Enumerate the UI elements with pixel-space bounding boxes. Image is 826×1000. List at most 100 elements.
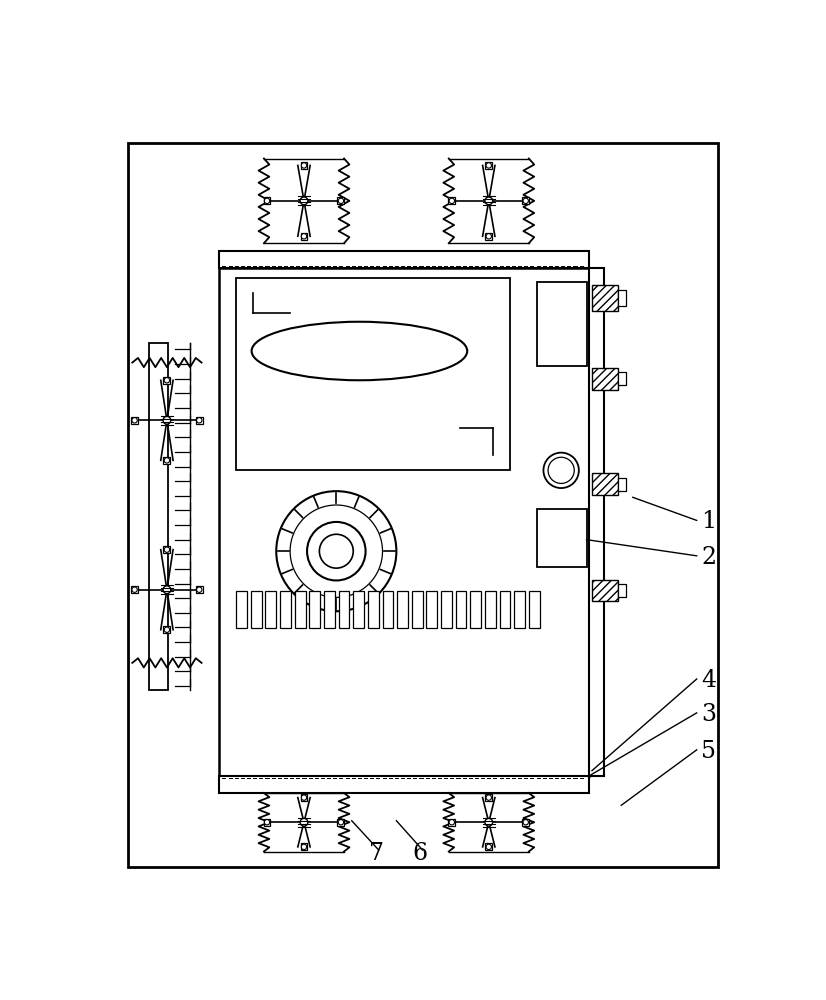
Circle shape [132,587,137,592]
Circle shape [290,505,382,597]
Bar [449,197,455,204]
Bar [280,591,291,628]
Bar [324,591,335,628]
Bar [301,233,307,240]
Bar [592,368,618,389]
Bar [441,591,452,628]
Bar [301,843,307,850]
Bar [486,233,492,240]
Circle shape [301,163,306,168]
Bar [449,819,455,826]
Bar [196,586,202,593]
Bar [412,591,423,628]
Bar [131,586,138,593]
Bar [338,197,344,204]
Bar [537,282,586,366]
Circle shape [486,795,491,800]
Circle shape [548,457,574,483]
Bar [486,794,492,801]
Text: 5: 5 [701,740,716,763]
Circle shape [164,458,169,463]
Bar [592,473,618,495]
Bar [618,290,626,306]
Circle shape [264,820,270,825]
Text: 1: 1 [701,510,716,533]
Bar [150,343,168,690]
Circle shape [523,820,529,825]
Circle shape [276,491,396,611]
Circle shape [544,453,579,488]
Circle shape [485,818,492,826]
Bar [589,268,605,776]
Bar [263,819,270,826]
Text: 4: 4 [701,669,716,692]
Circle shape [485,197,492,205]
Bar [529,591,539,628]
Bar [164,546,170,553]
Bar [485,591,496,628]
Bar [522,197,529,204]
Bar [592,580,618,601]
Circle shape [486,163,491,168]
Bar [219,251,589,268]
Bar [618,584,626,597]
Circle shape [338,820,344,825]
Circle shape [301,795,306,800]
Text: 3: 3 [701,703,716,726]
Bar [486,162,492,169]
Bar [592,285,618,311]
Bar [236,591,247,628]
Bar [618,372,626,385]
Circle shape [301,234,306,239]
Circle shape [307,522,366,580]
Bar [618,478,626,491]
Bar [164,457,170,464]
Bar [196,417,202,424]
Bar [265,591,276,628]
Circle shape [264,198,270,204]
Bar [338,819,344,826]
Circle shape [164,378,169,383]
Bar [263,197,270,204]
Bar [486,843,492,850]
Bar [339,591,349,628]
Bar [397,591,408,628]
Circle shape [486,234,491,239]
Circle shape [132,418,137,423]
Bar [522,819,529,826]
Text: 2: 2 [701,546,716,569]
Bar [368,591,378,628]
Circle shape [449,820,454,825]
Bar [514,591,525,628]
Circle shape [197,587,202,592]
Circle shape [301,844,306,850]
Bar [301,794,307,801]
Bar [131,417,138,424]
Bar [537,509,586,567]
Circle shape [320,534,354,568]
Circle shape [300,197,308,205]
Circle shape [164,547,169,552]
Text: 7: 7 [369,842,384,865]
Circle shape [197,418,202,423]
Bar [500,591,510,628]
Circle shape [486,844,491,850]
Bar [164,626,170,633]
Bar [382,591,393,628]
Bar [164,377,170,384]
Circle shape [163,586,171,594]
Circle shape [449,198,454,204]
Circle shape [300,818,308,826]
Text: 6: 6 [412,842,427,865]
Bar [310,591,320,628]
Circle shape [164,627,169,632]
Bar [470,591,481,628]
Bar [295,591,306,628]
Bar [354,591,364,628]
Bar [426,591,437,628]
Circle shape [523,198,529,204]
Circle shape [163,416,171,424]
Bar [301,162,307,169]
Bar [236,278,510,470]
Circle shape [338,198,344,204]
